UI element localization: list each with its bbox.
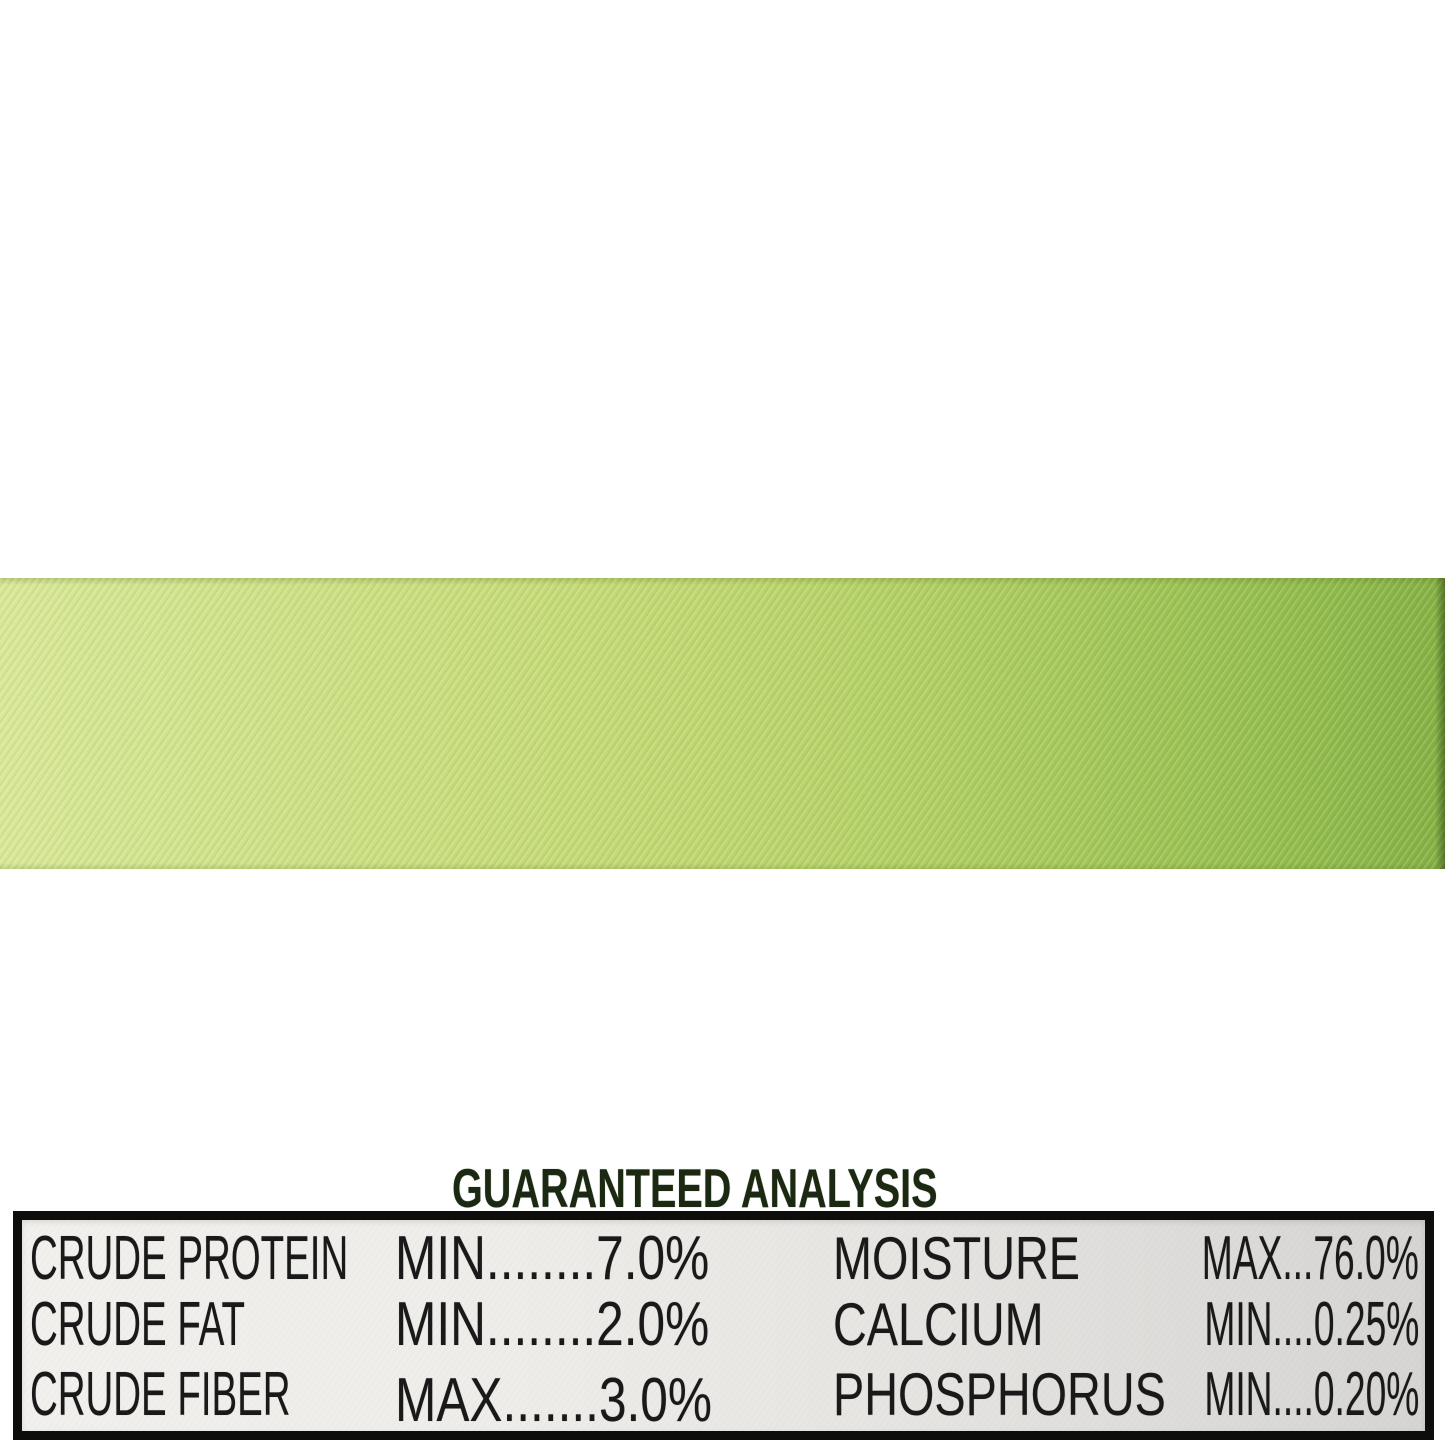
nutrient-value: MAX.......3.0% xyxy=(395,1366,712,1435)
nutrient-name: CRUDE FAT xyxy=(30,1290,245,1359)
nutrient-value: MIN........2.0% xyxy=(395,1290,710,1359)
nutrient-value: MAX...76.0% xyxy=(1201,1224,1419,1293)
nutrient-name: CRUDE FIBER xyxy=(30,1360,291,1429)
can-curvature-shadow xyxy=(1435,578,1445,869)
fabric-texture-overlay xyxy=(0,578,1445,869)
nutrient-name: MOISTURE xyxy=(833,1225,1081,1292)
analysis-row-protein-moisture: CRUDE PROTEIN MIN........7.0% MOISTURE M… xyxy=(22,1228,1425,1290)
nutrient-value: MIN....0.20% xyxy=(1203,1360,1419,1429)
analysis-row-fat-calcium: CRUDE FAT MIN........2.0% CALCIUM MIN...… xyxy=(22,1294,1425,1356)
nutrient-name: PHOSPHORUS xyxy=(833,1361,1166,1428)
analysis-row-fiber-phosphorus: CRUDE FIBER MAX.......3.0% PHOSPHORUS MI… xyxy=(22,1360,1425,1432)
green-label-band: GUARANTEED ANALYSIS CRUDE PROTEIN MIN...… xyxy=(0,578,1445,1440)
nutrient-value: MIN........7.0% xyxy=(395,1224,710,1293)
nutrient-value: MIN....0.25% xyxy=(1203,1290,1419,1359)
analysis-panel: CRUDE PROTEIN MIN........7.0% MOISTURE M… xyxy=(13,1211,1434,1440)
nutrient-name: CALCIUM xyxy=(833,1291,1044,1358)
nutrient-name: CRUDE PROTEIN xyxy=(30,1224,349,1293)
guaranteed-analysis-title: GUARANTEED ANALYSIS xyxy=(452,1157,938,1219)
